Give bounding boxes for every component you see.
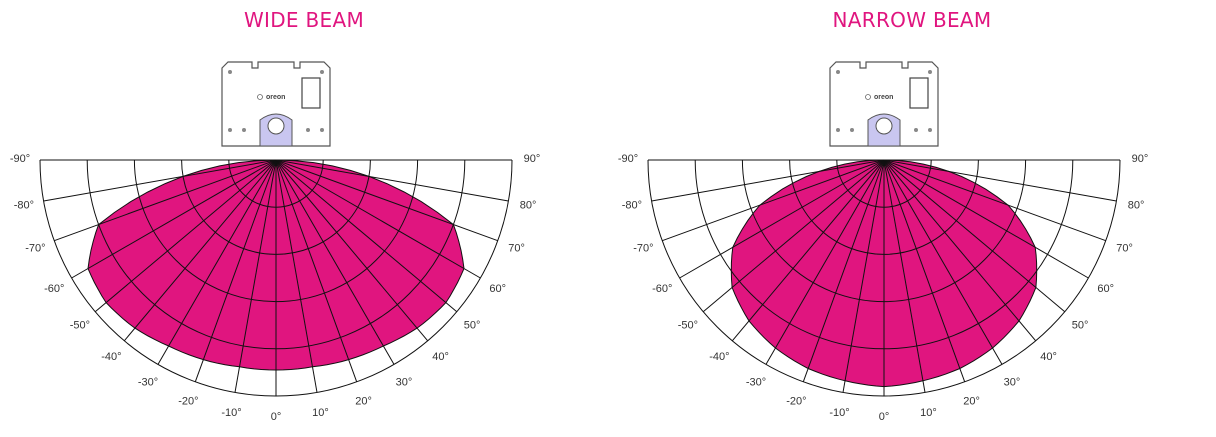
device-screw bbox=[836, 128, 840, 132]
polar-grid-spoke bbox=[123, 159, 277, 342]
device-logo-mark bbox=[257, 94, 263, 100]
polar-grid-spoke bbox=[275, 159, 429, 342]
device-logo-mark bbox=[865, 94, 871, 100]
angle-label: -60° bbox=[44, 283, 64, 295]
polar-grid-spoke bbox=[883, 159, 1089, 279]
polar-grid-spoke bbox=[275, 159, 481, 279]
wide-beam-title: WIDE BEAM bbox=[243, 8, 365, 32]
polar-grid-spoke bbox=[157, 159, 277, 365]
narrow-beam-title: NARROW BEAM bbox=[832, 8, 992, 32]
angle-label: -50° bbox=[70, 320, 90, 332]
polar-grid-spoke bbox=[883, 159, 1003, 365]
device-screw bbox=[228, 70, 232, 74]
wide-beam-panel: WIDE BEAM -90° -80° -70° -60° -50° -40° -30° -2… bbox=[10, 8, 541, 423]
angle-label: 80° bbox=[1128, 200, 1145, 212]
polar-grid-spoke bbox=[54, 159, 277, 242]
polar-grid-spoke bbox=[883, 159, 1106, 242]
device-illustration: oreon bbox=[221, 61, 331, 147]
device-window bbox=[909, 77, 929, 109]
polar-grid-spoke bbox=[651, 159, 885, 202]
polar-grid-spoke bbox=[765, 159, 885, 365]
angle-label: 0° bbox=[879, 411, 890, 423]
device-mount-hole bbox=[267, 117, 285, 135]
angle-label: -60° bbox=[652, 283, 672, 295]
device-mount-hole bbox=[875, 117, 893, 135]
angle-label: 70° bbox=[1116, 243, 1133, 255]
polar-grid-spoke bbox=[194, 159, 277, 382]
angle-label: -90° bbox=[618, 153, 638, 165]
polar-grid-spoke bbox=[731, 159, 885, 342]
device-screw bbox=[928, 128, 932, 132]
angle-label: 80° bbox=[520, 200, 537, 212]
angle-label: 10° bbox=[920, 407, 937, 419]
angle-label: -50° bbox=[678, 320, 698, 332]
polar-grid-spoke bbox=[94, 159, 277, 313]
angle-label: -80° bbox=[14, 200, 34, 212]
polar-grid-spoke bbox=[883, 159, 966, 382]
angle-label: 30° bbox=[1004, 377, 1021, 389]
angle-label: -90° bbox=[10, 153, 30, 165]
angle-label: 40° bbox=[1040, 351, 1057, 363]
wide-beam-polar-diagram: -90° -80° -70° -60° -50° -40° -30° -20° -10° 0° 10… bbox=[10, 61, 541, 423]
angle-label: 40° bbox=[432, 351, 449, 363]
polar-grid-spoke bbox=[662, 159, 885, 242]
angle-label: 20° bbox=[963, 396, 980, 408]
polar-grid-spoke bbox=[43, 159, 277, 202]
angle-label: 60° bbox=[1097, 283, 1114, 295]
angle-label: 10° bbox=[312, 407, 329, 419]
polar-grid-spoke bbox=[275, 159, 395, 365]
angle-label: -70° bbox=[25, 243, 45, 255]
polar-grid-spoke bbox=[883, 159, 1066, 313]
angle-label: 50° bbox=[1072, 320, 1089, 332]
angle-label: 50° bbox=[464, 320, 481, 332]
polar-grid-spoke bbox=[679, 159, 885, 279]
narrow-beam-panel: NARROW BEAM -90° -80° -70° -60° -50° -40° -30°… bbox=[608, 0, 1216, 437]
polar-grid-spoke bbox=[702, 159, 885, 313]
device-screw bbox=[242, 128, 246, 132]
device-screw bbox=[928, 70, 932, 74]
angle-label: -40° bbox=[101, 351, 121, 363]
angle-label: 90° bbox=[524, 153, 541, 165]
angle-label: -30° bbox=[746, 377, 766, 389]
polar-grid-spoke bbox=[802, 159, 885, 382]
angle-label: -30° bbox=[138, 377, 158, 389]
angle-label: 90° bbox=[1132, 153, 1149, 165]
device-screw bbox=[228, 128, 232, 132]
angle-label: -80° bbox=[622, 200, 642, 212]
polar-grid-spoke bbox=[234, 159, 277, 393]
device-window bbox=[301, 77, 321, 109]
polar-grid-spoke bbox=[275, 159, 458, 313]
narrow-beam-polar-diagram: -90° -80° -70° -60° -50° -40° -30° -20° -10° 0° 10… bbox=[618, 61, 1149, 423]
angle-label: 30° bbox=[396, 377, 413, 389]
polar-grid-spoke bbox=[842, 159, 885, 393]
device-illustration: oreon bbox=[829, 61, 939, 147]
polar-grid-spoke bbox=[883, 159, 926, 393]
device-screw bbox=[914, 128, 918, 132]
polar-grid-spoke bbox=[275, 159, 358, 382]
polar-grid-spoke bbox=[275, 159, 498, 242]
device-screw bbox=[836, 70, 840, 74]
angle-label: -10° bbox=[829, 407, 849, 419]
device-brand-label: oreon bbox=[874, 94, 893, 101]
device-screw bbox=[306, 128, 310, 132]
angle-label: -10° bbox=[221, 407, 241, 419]
device-screw bbox=[850, 128, 854, 132]
angle-label: 0° bbox=[271, 411, 282, 423]
angle-label: -40° bbox=[709, 351, 729, 363]
polar-grid-spoke bbox=[883, 159, 1037, 342]
polar-grid-spoke bbox=[71, 159, 277, 279]
angle-label: -20° bbox=[786, 396, 806, 408]
angle-label: 20° bbox=[355, 396, 372, 408]
polar-grid-spoke bbox=[275, 159, 318, 393]
device-screw bbox=[320, 128, 324, 132]
angle-label: 70° bbox=[508, 243, 525, 255]
device-brand-label: oreon bbox=[266, 94, 285, 101]
polar-grid-spoke bbox=[275, 159, 509, 202]
angle-label: -70° bbox=[633, 243, 653, 255]
angle-label: -20° bbox=[178, 396, 198, 408]
angle-label: 60° bbox=[489, 283, 506, 295]
polar-grid-spoke bbox=[883, 159, 1117, 202]
device-screw bbox=[320, 70, 324, 74]
